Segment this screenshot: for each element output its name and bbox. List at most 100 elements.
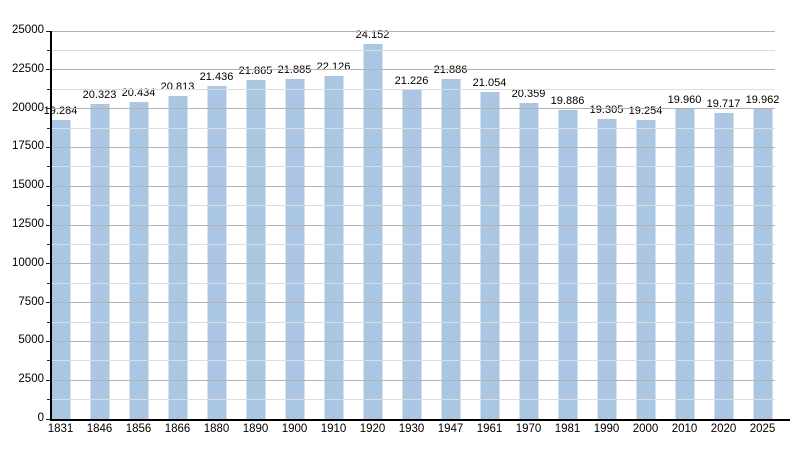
bar-value-label: 20.434 (121, 86, 156, 99)
y-major-tick (46, 69, 52, 71)
bar-value-label: 19.284 (43, 104, 78, 117)
x-tick-label: 1947 (437, 423, 464, 435)
y-tick-label: 17500 (12, 140, 44, 153)
bar-value-label: 20.323 (82, 88, 117, 101)
y-major-tick (46, 224, 52, 226)
bar-1920 (363, 44, 382, 419)
y-tick-label: 25000 (12, 24, 44, 36)
bar-column-1920: 24.152 (353, 29, 392, 419)
bar-column-1846: 20.323 (80, 31, 119, 419)
gridline-minor (52, 166, 775, 168)
bar-2000 (636, 120, 655, 419)
gridline-major (52, 379, 775, 381)
y-minor-tick (47, 360, 52, 362)
y-minor-tick (47, 205, 52, 207)
bar-value-label: 20.359 (511, 88, 546, 100)
bar-column-1947: 21.886 (431, 31, 470, 419)
y-minor-tick (47, 321, 52, 323)
x-tick-label: 1880 (203, 423, 230, 435)
bar-value-label: 19.254 (628, 105, 663, 118)
bar-1961 (480, 92, 499, 419)
y-axis-line (50, 31, 52, 421)
bar-column-2020: 19.717 (704, 31, 743, 419)
gridline-minor (52, 399, 775, 401)
gridline-major (52, 263, 775, 265)
y-major-tick (46, 379, 52, 381)
bar-1831 (51, 119, 70, 419)
y-tick-label: 15000 (12, 179, 44, 192)
x-tick-label: 1846 (86, 423, 113, 435)
gridline-minor (52, 127, 775, 129)
x-tick-label: 1930 (398, 423, 425, 435)
x-tick-label: 1970 (515, 423, 542, 435)
y-tick-label: 20000 (12, 101, 44, 114)
gridline-minor (52, 205, 775, 207)
y-tick-label: 5000 (18, 334, 44, 347)
x-tick-label: 1961 (476, 423, 503, 435)
bar-1856 (129, 101, 148, 419)
bar-1900 (285, 79, 304, 419)
gridline-major (52, 69, 775, 71)
y-major-tick (46, 108, 52, 110)
bar-value-label: 19.962 (745, 94, 780, 107)
x-tick-label: 1910 (320, 423, 347, 435)
x-tick-label: 2020 (710, 423, 737, 435)
y-minor-tick (47, 399, 52, 401)
y-minor-tick (47, 243, 52, 245)
bar-value-label: 19.960 (667, 94, 702, 107)
gridline-major (52, 224, 775, 226)
x-tick-label: 1900 (281, 423, 308, 435)
bar-1846 (90, 103, 109, 419)
bar-1947 (441, 79, 460, 419)
x-tick-label: 1831 (47, 423, 74, 435)
bar-value-label: 24.152 (355, 29, 390, 42)
bar-1990 (597, 119, 616, 419)
gridline-major (52, 30, 775, 32)
y-major-tick (46, 30, 52, 32)
bar-column-1890: 21.865 (236, 31, 275, 419)
bar-column-1856: 20.434 (119, 31, 158, 419)
gridline-minor (52, 88, 775, 90)
bar-value-label: 21.054 (472, 77, 507, 90)
bar-column-1990: 19.305 (587, 31, 626, 419)
y-minor-tick (47, 282, 52, 284)
bar-1890 (246, 79, 265, 419)
bar-value-label: 21.886 (433, 64, 468, 77)
x-tick-label: 2010 (671, 423, 698, 435)
bar-column-1866: 20.813 (158, 31, 197, 419)
y-tick-label: 12500 (12, 218, 44, 230)
gridline-minor (52, 243, 775, 245)
y-tick-label: 22500 (12, 62, 44, 75)
gridline-minor (52, 321, 775, 323)
bar-value-label: 19.717 (706, 98, 741, 110)
bar-1930 (402, 89, 421, 419)
bar-value-label: 21.436 (199, 71, 234, 84)
bar-1866 (168, 96, 187, 419)
bar-value-label: 20.813 (160, 81, 195, 93)
x-tick-label: 1990 (593, 423, 620, 435)
x-tick-label: 1920 (359, 423, 386, 435)
bar-value-label: 21.226 (394, 74, 429, 87)
gridline-major (52, 108, 775, 110)
bar-1970 (519, 103, 538, 419)
gridline-major (52, 146, 775, 148)
gridline-minor (52, 360, 775, 362)
y-major-tick (46, 340, 52, 342)
bar-value-label: 19.305 (589, 104, 624, 117)
bar-1981 (558, 110, 577, 419)
y-major-tick (46, 263, 52, 265)
bar-column-1880: 21.436 (197, 31, 236, 419)
y-minor-tick (47, 166, 52, 168)
y-major-tick (46, 185, 52, 187)
x-axis-line (50, 419, 790, 421)
y-minor-tick (47, 88, 52, 90)
x-tick-label: 1890 (242, 423, 269, 435)
bar-value-label: 21.885 (277, 64, 312, 77)
y-major-tick (46, 302, 52, 304)
bar-value-label: 21.865 (238, 64, 273, 77)
gridline-major (52, 340, 775, 342)
gridline-major (52, 185, 775, 187)
bar-1880 (207, 86, 226, 419)
x-tick-label: 1866 (164, 423, 191, 435)
